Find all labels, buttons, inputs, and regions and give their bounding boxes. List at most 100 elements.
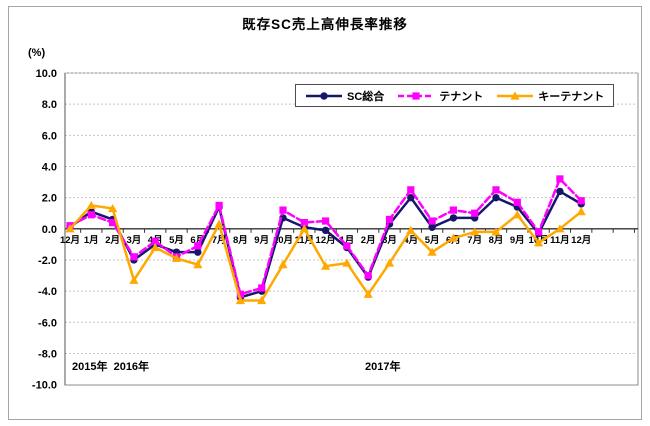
y-axis-tick-label: 2.0 bbox=[42, 193, 57, 205]
triangle-marker-icon bbox=[534, 238, 544, 247]
circle-marker-icon bbox=[407, 193, 415, 202]
legend-item-tenant: テナント bbox=[397, 88, 483, 104]
triangle-marker-icon bbox=[150, 242, 160, 252]
year-label-2017: 2017年 bbox=[365, 361, 401, 373]
square-marker-icon bbox=[577, 197, 585, 205]
square-marker-icon bbox=[407, 186, 415, 194]
legend-item-label: キーテナント bbox=[538, 90, 605, 103]
triangle-marker-icon bbox=[321, 261, 331, 270]
x-axis-month-label: 11月 bbox=[295, 235, 315, 246]
y-axis-unit-label: (%) bbox=[28, 47, 46, 59]
y-axis-tick-label: -2.0 bbox=[38, 255, 57, 267]
circle-marker-icon bbox=[428, 223, 436, 231]
square-marker-icon bbox=[535, 228, 543, 236]
x-axis-month-label: 3月 bbox=[127, 235, 142, 246]
x-axis-month-label: 9月 bbox=[510, 235, 525, 246]
y-axis-tick-label: 0.0 bbox=[42, 224, 57, 236]
square-marker-icon bbox=[258, 284, 266, 292]
square-marker-icon bbox=[194, 242, 202, 250]
x-axis-month-label: 6月 bbox=[190, 235, 205, 246]
legend-swatch-circle-icon bbox=[306, 91, 342, 100]
square-marker-icon bbox=[556, 175, 564, 183]
triangle-marker-icon bbox=[512, 210, 522, 219]
square-marker-icon bbox=[492, 186, 500, 194]
triangle-marker-icon bbox=[171, 253, 182, 263]
triangle-marker-icon bbox=[299, 224, 309, 233]
x-axis-month-label: 8月 bbox=[489, 235, 504, 246]
y-axis-tick-label: 4.0 bbox=[42, 161, 57, 173]
square-marker-icon bbox=[449, 206, 457, 214]
x-axis-month-label: 12月 bbox=[571, 235, 591, 246]
square-marker-icon bbox=[364, 271, 372, 280]
triangle-marker-icon bbox=[427, 247, 437, 256]
triangle-marker-icon bbox=[406, 225, 416, 234]
legend-item-label: テナント bbox=[439, 90, 484, 103]
circle-marker-icon bbox=[449, 214, 458, 222]
x-axis-month-label: 10月 bbox=[273, 235, 293, 246]
square-marker-icon bbox=[428, 217, 436, 225]
legend-item-label: SC総合 bbox=[347, 90, 385, 103]
triangle-marker-icon bbox=[278, 260, 288, 269]
triangle-marker-icon bbox=[555, 224, 565, 233]
square-marker-icon bbox=[87, 211, 95, 219]
circle-marker-icon bbox=[194, 248, 202, 256]
x-axis-month-label: 11月 bbox=[550, 235, 570, 246]
square-marker-icon bbox=[109, 218, 117, 227]
y-axis-tick-label: 8.0 bbox=[42, 99, 57, 111]
triangle-marker-icon bbox=[108, 203, 118, 213]
x-axis-month-label: 9月 bbox=[254, 235, 269, 246]
triangle-marker-icon bbox=[342, 258, 352, 267]
x-axis-month-label: 8月 bbox=[233, 235, 248, 246]
x-axis-month-label: 1月 bbox=[340, 235, 355, 246]
x-axis-month-label: 4月 bbox=[403, 235, 418, 246]
x-axis-month-label: 5月 bbox=[425, 235, 440, 246]
legend-swatch-square-icon bbox=[398, 91, 435, 100]
triangle-marker-icon bbox=[65, 224, 75, 233]
square-marker-icon bbox=[279, 206, 287, 214]
x-axis-month-label: 12月 bbox=[316, 235, 336, 246]
x-axis-month-label: 5月 bbox=[169, 235, 184, 246]
y-axis-tick-label: -4.0 bbox=[38, 286, 57, 298]
x-axis-month-label: 7月 bbox=[467, 235, 482, 246]
triangle-marker-icon bbox=[384, 258, 395, 267]
triangle-marker-icon bbox=[235, 295, 245, 305]
circle-marker-icon bbox=[492, 193, 500, 202]
square-marker-icon bbox=[215, 201, 223, 210]
x-axis-month-label: 7月 bbox=[212, 235, 227, 246]
square-marker-icon bbox=[385, 215, 394, 224]
x-axis-month-label: 2月 bbox=[361, 235, 376, 246]
triangle-marker-icon bbox=[257, 295, 267, 305]
y-axis-tick-label: -8.0 bbox=[38, 348, 57, 360]
y-axis-tick-label: 6.0 bbox=[42, 130, 57, 142]
triangle-marker-icon bbox=[448, 233, 458, 242]
y-axis-tick-label: -6.0 bbox=[38, 317, 57, 329]
x-axis-month-label: 1月 bbox=[84, 235, 99, 246]
square-marker-icon bbox=[471, 209, 479, 217]
square-marker-icon bbox=[236, 290, 244, 298]
square-marker-icon bbox=[343, 242, 351, 250]
triangle-marker-icon bbox=[470, 227, 480, 236]
triangle-marker-icon bbox=[576, 207, 586, 216]
square-marker-icon bbox=[300, 218, 308, 227]
x-axis-month-label: 12月 bbox=[60, 235, 80, 246]
triangle-marker-icon bbox=[491, 227, 501, 236]
legend: SC総合 テナント キーテナント bbox=[295, 84, 615, 107]
square-marker-icon bbox=[130, 253, 138, 261]
year-label-2015-2016: 2015年 2016年 bbox=[72, 361, 150, 373]
legend-swatch-triangle-icon bbox=[497, 90, 534, 100]
square-marker-icon bbox=[151, 237, 159, 245]
square-marker-icon bbox=[513, 198, 521, 206]
circle-marker-icon bbox=[556, 187, 564, 196]
circle-marker-icon bbox=[321, 226, 330, 235]
square-marker-icon bbox=[322, 217, 330, 225]
triangle-marker-icon bbox=[129, 275, 139, 284]
triangle-marker-icon bbox=[214, 219, 224, 228]
legend-item-sc-total: SC総合 bbox=[305, 88, 384, 104]
x-axis-month-label: 2月 bbox=[105, 235, 120, 246]
triangle-marker-icon bbox=[363, 289, 373, 298]
y-axis-tick-label: -10.0 bbox=[32, 380, 57, 392]
y-axis-tick-label: 10.0 bbox=[36, 68, 57, 80]
triangle-marker-icon bbox=[193, 260, 203, 269]
